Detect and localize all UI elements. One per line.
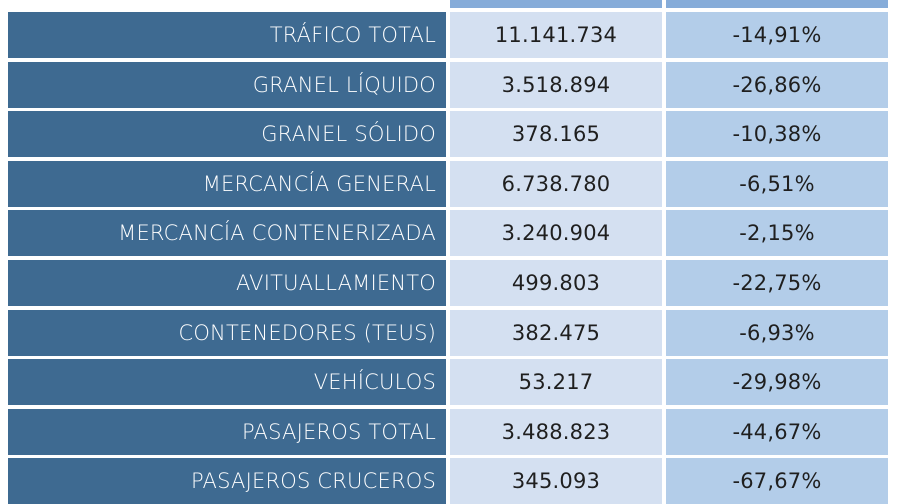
row-change: -22,75%: [666, 259, 888, 306]
row-value: 499.803: [450, 259, 662, 306]
row-change: -6,51%: [666, 160, 888, 207]
row-change: -26,86%: [666, 61, 888, 108]
next-row-label-partial: [8, 498, 446, 502]
header-value-column: [450, 0, 662, 8]
row-change: -10,38%: [666, 111, 888, 158]
row-value: 382.475: [450, 309, 662, 356]
row-label: MERCANCÍA GENERAL: [8, 160, 446, 207]
next-row-change-partial: [666, 498, 888, 502]
row-label: TRÁFICO TOTAL: [8, 12, 446, 58]
row-label: CONTENEDORES (TEUS): [8, 309, 446, 356]
row-label: GRANEL SÓLIDO: [8, 111, 446, 158]
row-change: -14,91%: [666, 12, 888, 58]
row-label: AVITUALLAMIENTO: [8, 259, 446, 306]
row-change: -6,93%: [666, 309, 888, 356]
row-label: PASAJEROS CRUCEROS: [8, 458, 446, 504]
row-label: VEHÍCULOS: [8, 359, 446, 406]
row-change: -29,98%: [666, 359, 888, 406]
row-label: MERCANCÍA CONTENERIZADA: [8, 210, 446, 257]
row-value: 53.217: [450, 359, 662, 406]
row-change: -67,67%: [666, 458, 888, 504]
port-traffic-table: TRÁFICO TOTAL 11.141.734 -14,91% GRANEL …: [8, 12, 888, 504]
row-value: 3.518.894: [450, 61, 662, 108]
row-value: 345.093: [450, 458, 662, 504]
row-change: -2,15%: [666, 210, 888, 257]
row-value: 6.738.780: [450, 160, 662, 207]
row-change: -44,67%: [666, 408, 888, 455]
row-label: GRANEL LÍQUIDO: [8, 61, 446, 108]
row-label: PASAJEROS TOTAL: [8, 408, 446, 455]
row-value: 3.240.904: [450, 210, 662, 257]
row-value: 378.165: [450, 111, 662, 158]
row-value: 11.141.734: [450, 12, 662, 58]
next-row-value-partial: [450, 498, 662, 502]
header-change-column: [666, 0, 888, 8]
row-value: 3.488.823: [450, 408, 662, 455]
